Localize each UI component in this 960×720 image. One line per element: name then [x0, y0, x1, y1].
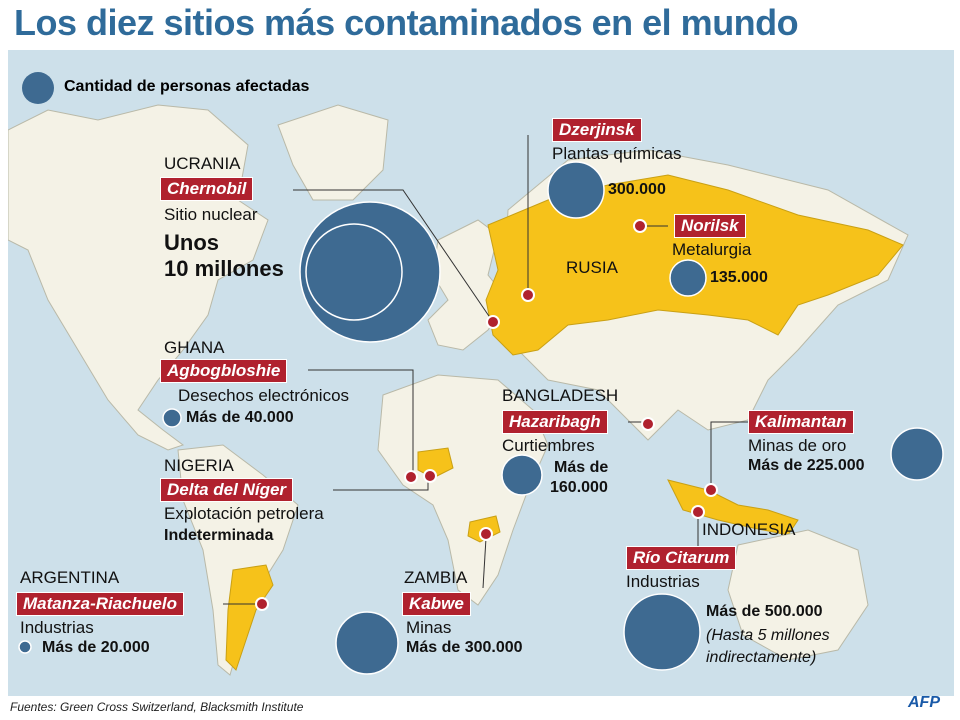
- matanza-tag: Matanza-Riachuelo: [16, 592, 184, 616]
- niger-tag: Delta del Níger: [160, 478, 294, 502]
- chernobil-tag: Chernobil: [160, 177, 254, 201]
- leader-line-chernobil: [293, 189, 494, 323]
- chernobil-value-line1: Unos: [164, 230, 219, 255]
- dot-niger: [423, 469, 437, 483]
- russia-label: RUSIA: [566, 258, 618, 277]
- bubble-kalimantan: [890, 427, 944, 481]
- matanza-country: ARGENTINA: [20, 568, 120, 587]
- citarum-value: Más de 500.000: [706, 603, 823, 620]
- hazaribagh-type: Curtiembres: [502, 436, 595, 455]
- citarum-tag: Río Citarum: [626, 546, 737, 570]
- bubble-chernobil-front: [305, 223, 403, 321]
- bubble-citarum: [623, 593, 701, 671]
- australia-landmass: [727, 529, 869, 661]
- legend-label: Cantidad de personas afectadas: [64, 78, 310, 95]
- legend-bubble-icon: [22, 72, 54, 104]
- map-title: Los diez sitios más contaminados en el m…: [14, 2, 799, 43]
- kabwe-country: ZAMBIA: [404, 568, 468, 587]
- niger-value: Indeterminada: [164, 527, 274, 544]
- dzerjinsk-type: Plantas químicas: [552, 144, 682, 163]
- kalimantan-type: Minas de oro: [748, 436, 847, 455]
- kalimantan-tag: Kalimantan: [748, 410, 854, 434]
- agbogbloshie-country: GHANA: [164, 338, 225, 357]
- matanza-value: Más de 20.000: [42, 639, 150, 656]
- hazaribagh-value-line2: 160.000: [550, 479, 608, 496]
- agbogbloshie-tag: Agbogbloshie: [160, 359, 288, 383]
- niger-type: Explotación petrolera: [164, 504, 324, 523]
- afp-logo: AFP: [908, 694, 940, 711]
- agbogbloshie-type: Desechos electrónicos: [178, 386, 350, 405]
- bubble-hazaribagh: [501, 454, 543, 496]
- hazaribagh-country: BANGLADESH: [502, 386, 619, 405]
- leader-line-kalimantan: [710, 421, 748, 490]
- citarum-note-line1: (Hasta 5 millones: [706, 627, 830, 644]
- agbogbloshie-value: Más de 40.000: [186, 409, 294, 426]
- dot-hazaribagh: [641, 417, 655, 431]
- dzerjinsk-value: 300.000: [608, 181, 666, 198]
- kabwe-tag: Kabwe: [402, 592, 471, 616]
- kabwe-type: Minas: [406, 618, 452, 637]
- dot-norilsk: [633, 219, 647, 233]
- bubble-dzerjinsk: [547, 161, 605, 219]
- dot-kabwe: [479, 527, 493, 541]
- citarum-note-line2: indirectamente): [706, 649, 817, 666]
- norilsk-value: 135.000: [710, 269, 768, 286]
- leader-line-kabwe: [482, 537, 487, 589]
- world-map: Cantidad de personas afectadas UCRANIA C…: [8, 50, 954, 696]
- chernobil-value-line2: 10 millones: [164, 256, 284, 281]
- kabwe-value: Más de 300.000: [406, 639, 523, 656]
- citarum-country: INDONESIA: [702, 520, 796, 539]
- dzerjinsk-tag: Dzerjinsk: [552, 118, 642, 142]
- bubble-matanza: [18, 640, 32, 654]
- matanza-type: Industrias: [20, 618, 94, 637]
- sources-footer: Fuentes: Green Cross Switzerland, Blacks…: [10, 700, 304, 714]
- bubble-kabwe: [335, 611, 399, 675]
- norilsk-tag: Norilsk: [674, 214, 746, 238]
- dot-agbogbloshie: [404, 470, 418, 484]
- hazaribagh-tag: Hazaribagh: [502, 410, 608, 434]
- norilsk-type: Metalurgia: [672, 240, 752, 259]
- dot-kalimantan: [704, 483, 718, 497]
- chernobil-type: Sitio nuclear: [164, 205, 258, 224]
- dot-matanza: [255, 597, 269, 611]
- hazaribagh-value-line1: Más de: [554, 459, 609, 476]
- location-dots: [255, 219, 718, 611]
- dot-dzerjinsk: [521, 288, 535, 302]
- bubble-agbogbloshie: [162, 408, 182, 428]
- greenland-landmass: [277, 104, 389, 201]
- niger-country: NIGERIA: [164, 456, 234, 475]
- dot-citarum: [691, 505, 705, 519]
- dot-chernobil: [486, 315, 500, 329]
- argentina-highlight: [225, 564, 274, 671]
- kalimantan-value: Más de 225.000: [748, 457, 865, 474]
- bubble-norilsk: [669, 259, 707, 297]
- citarum-type: Industrias: [626, 572, 700, 591]
- bubbles: [18, 161, 944, 675]
- leader-line-agbogbloshie: [308, 369, 414, 475]
- chernobil-country: UCRANIA: [164, 154, 241, 173]
